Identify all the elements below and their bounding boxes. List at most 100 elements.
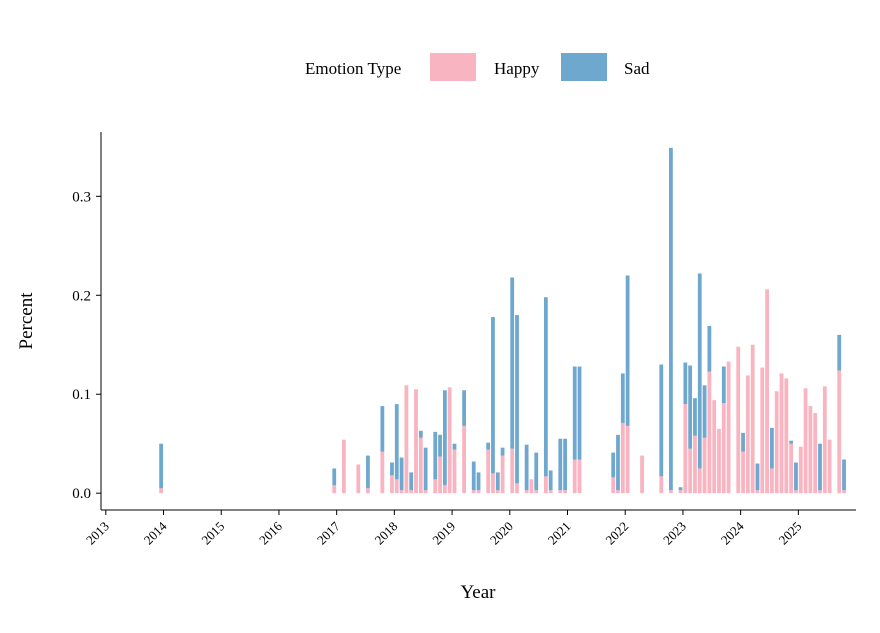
bar-happy: [380, 451, 385, 494]
bar-sad: [462, 390, 466, 426]
bar-happy: [486, 449, 491, 494]
x-tick-label: 2021: [545, 519, 574, 548]
bar-happy: [515, 483, 519, 494]
bar-sad: [524, 444, 529, 491]
bar-sad: [572, 366, 577, 460]
bar-happy: [390, 475, 394, 494]
bar-sad: [707, 325, 712, 372]
bar-sad: [399, 457, 404, 491]
bar-happy: [332, 485, 337, 494]
bar-sad: [702, 385, 707, 438]
bar-sad: [452, 443, 457, 450]
bar-sad: [515, 315, 519, 484]
bars-happy: [159, 289, 846, 494]
bar-happy: [770, 468, 774, 494]
bar-happy: [491, 473, 495, 494]
bar-happy: [669, 490, 673, 494]
bar-happy: [399, 490, 404, 494]
x-tick-label: 2017: [314, 518, 343, 547]
bar-happy: [558, 490, 563, 494]
bar-happy: [414, 389, 418, 494]
legend-label-sad: Sad: [624, 59, 650, 78]
x-tick-label: 2024: [718, 518, 747, 547]
bar-sad: [438, 434, 442, 457]
bar-sad: [486, 442, 491, 450]
bar-happy: [813, 413, 818, 494]
bar-happy: [462, 425, 466, 494]
bar-sad: [659, 364, 664, 477]
bar-sad: [789, 440, 794, 444]
x-axis-title: Year: [460, 582, 496, 603]
bar-happy: [688, 448, 693, 494]
bar-happy: [500, 455, 505, 494]
bar-happy: [620, 422, 625, 494]
bar-sad: [471, 461, 476, 491]
bar-sad: [418, 430, 423, 438]
bar-happy: [433, 479, 438, 494]
y-tick-label: 0.0: [72, 486, 91, 502]
legend-label-happy: Happy: [494, 59, 540, 78]
bar-happy: [697, 468, 702, 494]
bar-happy: [356, 464, 361, 494]
x-tick-label: 2013: [83, 519, 112, 548]
bar-sad: [697, 273, 702, 469]
bar-happy: [442, 485, 447, 494]
x-tick-label: 2015: [198, 519, 227, 548]
bar-happy: [366, 488, 370, 494]
bar-sad: [620, 373, 625, 423]
bar-sad: [491, 317, 495, 474]
x-tick-label: 2018: [372, 519, 401, 548]
bar-happy: [404, 385, 409, 494]
x-tick-label: 2023: [660, 519, 689, 548]
bar-sad: [534, 452, 539, 491]
bar-happy: [726, 361, 731, 494]
bar-sad: [741, 432, 745, 452]
bar-sad: [721, 366, 726, 404]
bar-happy: [765, 289, 769, 494]
bar-happy: [827, 439, 832, 494]
y-tick-label: 0.2: [72, 288, 91, 304]
bar-happy: [534, 490, 539, 494]
bar-happy: [572, 459, 577, 494]
bar-happy: [717, 428, 721, 494]
bar-sad: [159, 443, 164, 489]
bar-happy: [616, 490, 620, 494]
bar-sad: [669, 147, 673, 491]
bar-happy: [755, 490, 760, 494]
x-tick-label: 2019: [429, 519, 458, 548]
bar-happy: [495, 490, 500, 494]
bar-sad: [688, 365, 693, 449]
bar-sad: [332, 468, 337, 486]
bar-sad: [543, 297, 548, 477]
bar-happy: [789, 443, 794, 494]
bar-happy: [510, 448, 515, 494]
bar-sad: [394, 404, 399, 480]
bar-happy: [447, 387, 452, 494]
x-tick-label: 2020: [487, 519, 516, 548]
bar-happy: [707, 371, 712, 494]
y-tick-label: 0.1: [72, 387, 91, 403]
bar-sad: [842, 459, 846, 491]
bar-sad: [500, 447, 505, 456]
legend-title: Emotion Type: [305, 59, 401, 78]
bar-happy: [736, 346, 741, 494]
bar-sad: [678, 487, 683, 491]
bar-happy: [822, 386, 827, 494]
bar-happy: [640, 455, 644, 494]
bar-sad: [558, 438, 563, 491]
bar-sad: [390, 462, 394, 476]
bar-happy: [423, 490, 428, 494]
bar-sad: [837, 334, 842, 371]
bar-happy: [721, 403, 726, 494]
bar-sad: [442, 390, 447, 486]
bar-sad: [577, 366, 582, 460]
bar-sad: [616, 434, 620, 491]
bar-happy: [784, 378, 789, 494]
bar-happy: [471, 490, 476, 494]
bar-sad: [366, 455, 370, 489]
bar-happy: [774, 391, 779, 494]
bar-happy: [798, 446, 803, 494]
bar-happy: [611, 477, 616, 494]
x-tick-label: 2016: [256, 518, 285, 547]
